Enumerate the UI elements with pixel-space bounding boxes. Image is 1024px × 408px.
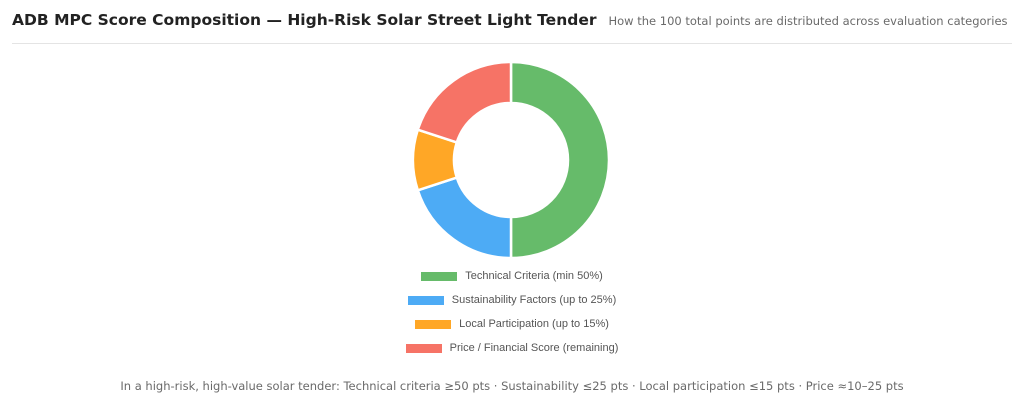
donut-slice[interactable] — [416, 176, 513, 260]
chart-title: ADB MPC Score Composition — High-Risk So… — [12, 11, 597, 29]
legend-label: Sustainability Factors (up to 25%) — [451, 294, 617, 306]
legend-label: Technical Criteria (min 50%) — [465, 270, 603, 282]
chart-legend: Technical Criteria (min 50%) Sustainabili… — [0, 269, 1024, 355]
legend-item[interactable]: Price / Financial Score (remaining) — [405, 341, 619, 355]
legend-item[interactable]: Local Participation (up to 15%) — [415, 317, 609, 331]
legend-swatch — [421, 271, 458, 281]
chart-footnote: In a high-risk, high-value solar tender:… — [120, 379, 904, 393]
legend-item[interactable]: Technical Criteria (min 50%) — [421, 269, 603, 283]
chart-header: ADB MPC Score Composition — High-Risk So… — [12, 11, 1012, 44]
donut-slice[interactable] — [416, 60, 513, 144]
legend-label: Price / Financial Score (remaining) — [449, 342, 619, 354]
donut-slice[interactable] — [509, 60, 611, 260]
legend-swatch — [407, 295, 444, 305]
legend-item[interactable]: Sustainability Factors (up to 25%) — [407, 293, 617, 307]
legend-swatch — [405, 343, 442, 353]
legend-label: Local Participation (up to 15%) — [459, 318, 609, 330]
legend-swatch — [415, 319, 452, 329]
chart-subtitle: How the 100 total points are distributed… — [608, 14, 1008, 28]
